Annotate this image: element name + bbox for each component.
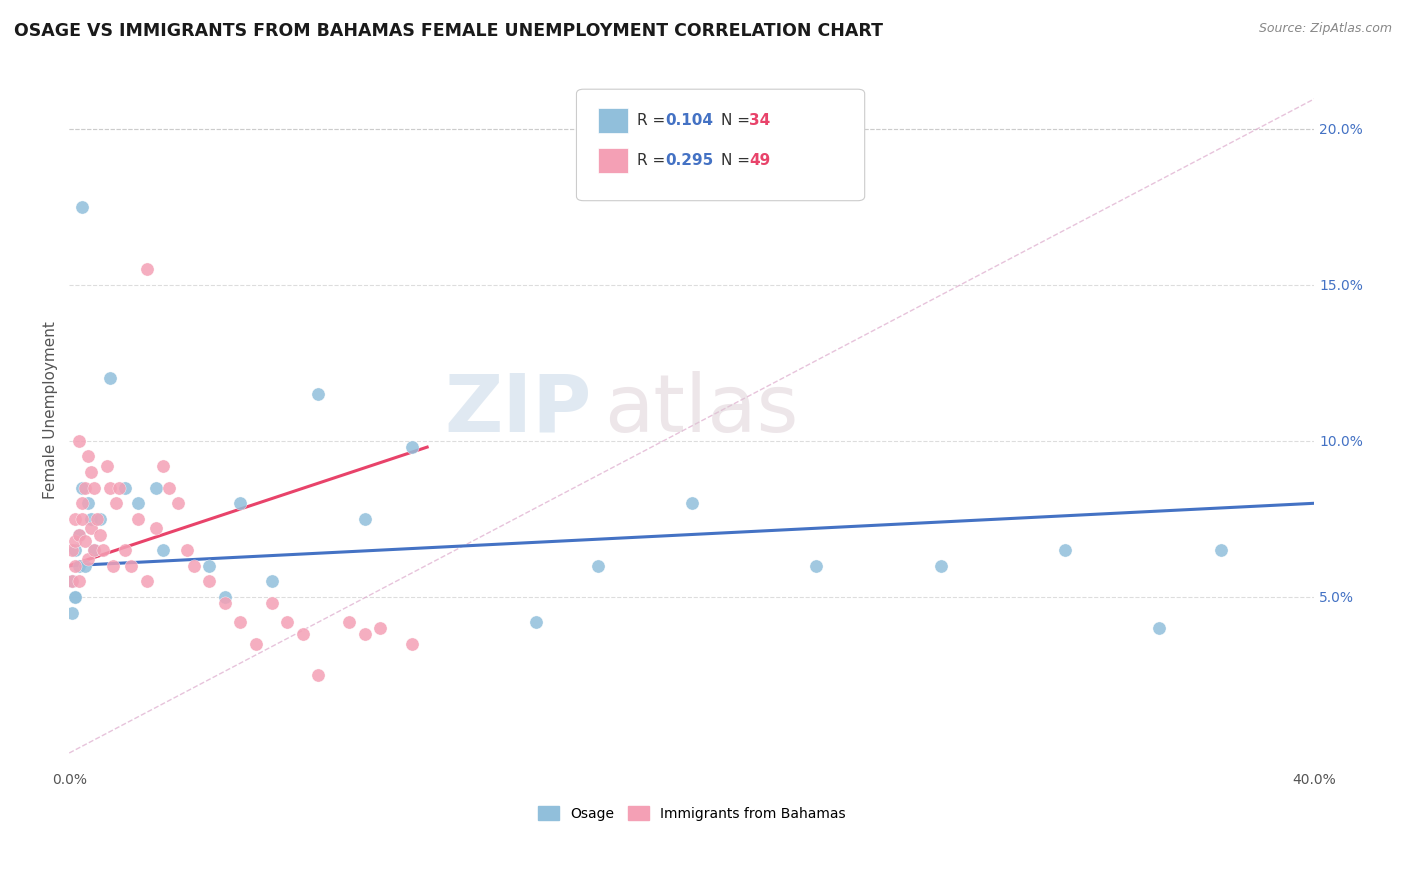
Point — [152, 543, 174, 558]
Point — [307, 387, 329, 401]
Point — [73, 558, 96, 573]
Point — [80, 512, 103, 526]
Point — [198, 558, 221, 573]
Point — [152, 458, 174, 473]
Point — [260, 596, 283, 610]
Point — [145, 521, 167, 535]
Point — [83, 543, 105, 558]
Point — [83, 481, 105, 495]
Point — [67, 527, 90, 541]
Text: 49: 49 — [749, 153, 770, 168]
Text: atlas: atlas — [605, 371, 799, 449]
Point — [127, 496, 149, 510]
Point — [121, 558, 143, 573]
Text: N =: N = — [721, 113, 755, 128]
Point — [157, 481, 180, 495]
Point — [65, 590, 87, 604]
Point — [89, 527, 111, 541]
Point — [114, 543, 136, 558]
Point — [77, 450, 100, 464]
Point — [1054, 543, 1077, 558]
Point — [214, 596, 236, 610]
Point — [1209, 543, 1232, 558]
Point — [214, 590, 236, 604]
Point — [67, 527, 90, 541]
Point — [70, 200, 93, 214]
Text: R =: R = — [637, 153, 671, 168]
Point — [89, 512, 111, 526]
Point — [145, 481, 167, 495]
Point — [1147, 621, 1170, 635]
Text: 0.295: 0.295 — [665, 153, 713, 168]
Point — [588, 558, 610, 573]
Point — [60, 543, 83, 558]
Legend: Osage, Immigrants from Bahamas: Osage, Immigrants from Bahamas — [533, 800, 851, 826]
Point — [65, 558, 87, 573]
Point — [65, 512, 87, 526]
Y-axis label: Female Unemployment: Female Unemployment — [44, 321, 58, 499]
Point — [80, 521, 103, 535]
Point — [198, 574, 221, 589]
Point — [370, 621, 392, 635]
Point — [354, 512, 377, 526]
Point — [127, 512, 149, 526]
Point — [114, 481, 136, 495]
Point — [276, 615, 298, 629]
Point — [176, 543, 198, 558]
Point — [291, 627, 314, 641]
Point — [67, 558, 90, 573]
Point — [83, 543, 105, 558]
Point — [93, 543, 115, 558]
Text: ZIP: ZIP — [444, 371, 592, 449]
Point — [307, 668, 329, 682]
Point — [136, 574, 159, 589]
Text: 0.104: 0.104 — [665, 113, 713, 128]
Text: R =: R = — [637, 113, 671, 128]
Point — [229, 615, 252, 629]
Point — [96, 458, 118, 473]
Point — [86, 512, 108, 526]
Point — [136, 262, 159, 277]
Point — [77, 496, 100, 510]
Point — [60, 574, 83, 589]
Point — [401, 440, 423, 454]
Point — [245, 637, 267, 651]
Point — [804, 558, 827, 573]
Point — [98, 371, 121, 385]
Point — [108, 481, 131, 495]
Point — [80, 465, 103, 479]
Point — [67, 574, 90, 589]
Text: OSAGE VS IMMIGRANTS FROM BAHAMAS FEMALE UNEMPLOYMENT CORRELATION CHART: OSAGE VS IMMIGRANTS FROM BAHAMAS FEMALE … — [14, 22, 883, 40]
Point — [183, 558, 205, 573]
Point — [98, 481, 121, 495]
Point — [104, 496, 127, 510]
Text: N =: N = — [721, 153, 755, 168]
Point — [681, 496, 703, 510]
Point — [65, 590, 87, 604]
Point — [70, 496, 93, 510]
Point — [73, 533, 96, 548]
Point — [167, 496, 190, 510]
Text: 34: 34 — [749, 113, 770, 128]
Point — [929, 558, 952, 573]
Point — [229, 496, 252, 510]
Point — [65, 533, 87, 548]
Point — [401, 637, 423, 651]
Point — [354, 627, 377, 641]
Point — [65, 543, 87, 558]
Point — [60, 574, 83, 589]
Point — [260, 574, 283, 589]
Point — [73, 481, 96, 495]
Point — [67, 434, 90, 448]
Point — [101, 558, 124, 573]
Point — [524, 615, 547, 629]
Point — [70, 512, 93, 526]
Text: Source: ZipAtlas.com: Source: ZipAtlas.com — [1258, 22, 1392, 36]
Point — [70, 481, 93, 495]
Point — [77, 552, 100, 566]
Point — [60, 606, 83, 620]
Point — [337, 615, 360, 629]
